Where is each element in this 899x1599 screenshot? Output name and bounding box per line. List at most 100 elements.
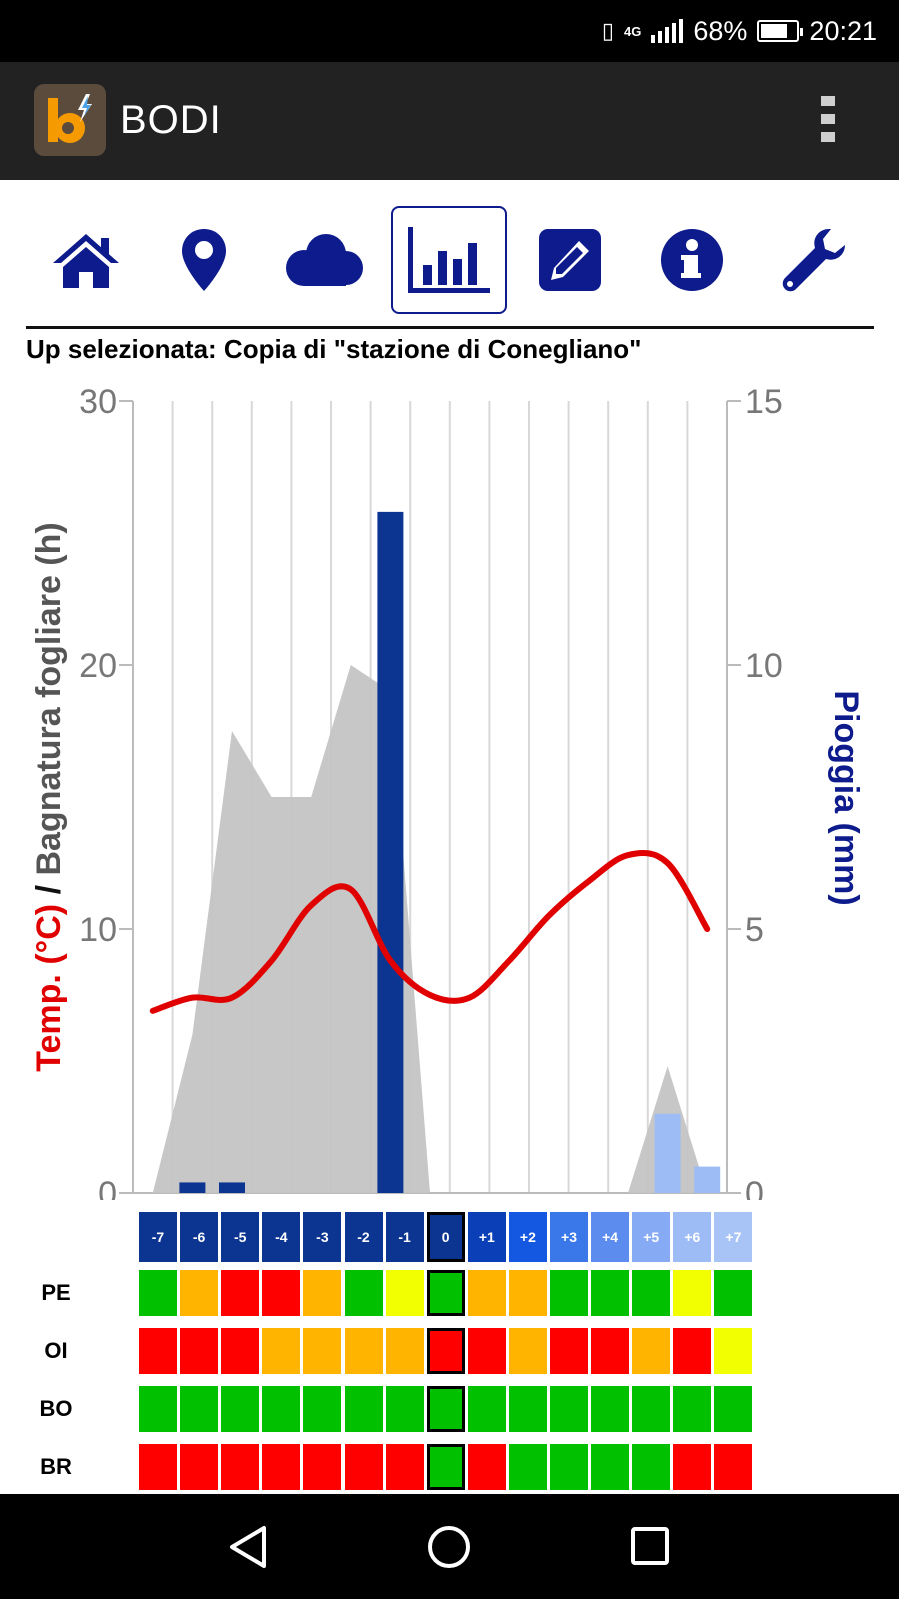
risk-cell[interactable] bbox=[385, 1386, 424, 1432]
risk-cell[interactable] bbox=[550, 1328, 588, 1374]
back-button[interactable] bbox=[226, 1524, 270, 1570]
risk-cell[interactable] bbox=[426, 1386, 465, 1432]
risk-cell[interactable] bbox=[139, 1386, 177, 1432]
home-tab[interactable] bbox=[28, 206, 144, 314]
risk-cell[interactable] bbox=[221, 1270, 260, 1316]
risk-cell[interactable] bbox=[673, 1444, 712, 1490]
risk-cell[interactable] bbox=[591, 1386, 630, 1432]
day-header[interactable]: 0 bbox=[426, 1212, 465, 1262]
risk-cell[interactable] bbox=[426, 1328, 465, 1374]
risk-cell[interactable] bbox=[139, 1270, 177, 1316]
risk-cell[interactable] bbox=[303, 1270, 342, 1316]
risk-cell[interactable] bbox=[303, 1444, 342, 1490]
risk-cell[interactable] bbox=[221, 1386, 260, 1432]
day-header[interactable]: -7 bbox=[139, 1212, 177, 1262]
risk-cell[interactable] bbox=[344, 1386, 383, 1432]
left-tick-label: 10 bbox=[79, 911, 117, 949]
risk-cell[interactable] bbox=[673, 1386, 712, 1432]
location-icon bbox=[182, 229, 226, 291]
risk-cell[interactable] bbox=[262, 1270, 301, 1316]
risk-cell[interactable] bbox=[262, 1444, 301, 1490]
weather-chart: 0 10 20 30 0 5 10 15 Temp. (°C) / Bagnatura fogl… bbox=[30, 383, 865, 1200]
risk-cell[interactable] bbox=[467, 1328, 506, 1374]
risk-cell[interactable] bbox=[591, 1328, 630, 1374]
risk-cell[interactable] bbox=[262, 1386, 301, 1432]
risk-cell[interactable] bbox=[426, 1444, 465, 1490]
risk-cell[interactable] bbox=[673, 1328, 712, 1374]
day-header[interactable]: +3 bbox=[550, 1212, 588, 1262]
day-header[interactable]: +5 bbox=[632, 1212, 671, 1262]
risk-cell[interactable] bbox=[508, 1328, 547, 1374]
risk-cell[interactable] bbox=[303, 1328, 342, 1374]
day-header[interactable]: -1 bbox=[385, 1212, 424, 1262]
overflow-menu-button[interactable] bbox=[821, 96, 837, 148]
risk-cell[interactable] bbox=[139, 1444, 177, 1490]
day-header[interactable]: -5 bbox=[221, 1212, 260, 1262]
risk-cell[interactable] bbox=[632, 1328, 671, 1374]
risk-row-label: BO bbox=[39, 1396, 73, 1421]
risk-cell[interactable] bbox=[591, 1270, 630, 1316]
risk-cell[interactable] bbox=[467, 1386, 506, 1432]
day-header[interactable]: +7 bbox=[714, 1212, 753, 1262]
day-header[interactable]: -6 bbox=[180, 1212, 219, 1262]
risk-cell[interactable] bbox=[673, 1270, 712, 1316]
system-nav-bar bbox=[0, 1494, 899, 1599]
vibrate-icon: ▯ bbox=[601, 18, 615, 43]
risk-cell[interactable] bbox=[591, 1444, 630, 1490]
risk-cell[interactable] bbox=[344, 1270, 383, 1316]
risk-cell[interactable] bbox=[303, 1386, 342, 1432]
risk-cell[interactable] bbox=[632, 1386, 671, 1432]
rain-bar bbox=[654, 1113, 681, 1193]
risk-cell[interactable] bbox=[180, 1444, 219, 1490]
risk-cell[interactable] bbox=[344, 1328, 383, 1374]
risk-cell[interactable] bbox=[467, 1444, 506, 1490]
home-button[interactable] bbox=[426, 1524, 472, 1570]
risk-cell[interactable] bbox=[508, 1444, 547, 1490]
rain-bar bbox=[179, 1182, 206, 1193]
day-header[interactable]: -2 bbox=[344, 1212, 383, 1262]
risk-cell[interactable] bbox=[426, 1270, 465, 1316]
location-tab[interactable] bbox=[146, 206, 262, 314]
left-tick-label: 0 bbox=[98, 1175, 117, 1200]
risk-cell[interactable] bbox=[180, 1270, 219, 1316]
risk-cell[interactable] bbox=[385, 1270, 424, 1316]
risk-cell[interactable] bbox=[550, 1444, 588, 1490]
edit-icon bbox=[539, 229, 601, 291]
risk-cell[interactable] bbox=[221, 1328, 260, 1374]
chart-icon bbox=[408, 227, 490, 293]
risk-cell[interactable] bbox=[467, 1270, 506, 1316]
day-header[interactable]: +1 bbox=[467, 1212, 506, 1262]
risk-cell[interactable] bbox=[139, 1328, 177, 1374]
risk-cell[interactable] bbox=[632, 1444, 671, 1490]
risk-cell[interactable] bbox=[221, 1444, 260, 1490]
day-header[interactable]: +4 bbox=[591, 1212, 630, 1262]
edit-tab[interactable] bbox=[512, 206, 628, 314]
info-tab[interactable] bbox=[634, 206, 750, 314]
chart-tab[interactable] bbox=[391, 206, 507, 314]
weather-tab[interactable] bbox=[264, 206, 380, 314]
risk-cell[interactable] bbox=[550, 1386, 588, 1432]
risk-cell[interactable] bbox=[550, 1270, 588, 1316]
right-tick-label: 5 bbox=[745, 911, 764, 949]
risk-cell[interactable] bbox=[632, 1270, 671, 1316]
risk-cell[interactable] bbox=[180, 1328, 219, 1374]
toolbar-divider bbox=[26, 326, 874, 329]
day-header[interactable]: -3 bbox=[303, 1212, 342, 1262]
risk-cell[interactable] bbox=[714, 1328, 753, 1374]
risk-cell[interactable] bbox=[180, 1386, 219, 1432]
risk-cell[interactable] bbox=[262, 1328, 301, 1374]
risk-cell[interactable] bbox=[714, 1444, 753, 1490]
day-header[interactable]: +6 bbox=[673, 1212, 712, 1262]
day-header[interactable]: +2 bbox=[508, 1212, 547, 1262]
risk-cell[interactable] bbox=[385, 1444, 424, 1490]
risk-cell[interactable] bbox=[508, 1386, 547, 1432]
risk-cell[interactable] bbox=[385, 1328, 424, 1374]
risk-cell[interactable] bbox=[508, 1270, 547, 1316]
risk-row-label: BR bbox=[40, 1454, 72, 1479]
risk-cell[interactable] bbox=[714, 1270, 753, 1316]
recents-button[interactable] bbox=[630, 1526, 670, 1566]
settings-tab[interactable] bbox=[756, 206, 872, 314]
risk-cell[interactable] bbox=[714, 1386, 753, 1432]
risk-cell[interactable] bbox=[344, 1444, 383, 1490]
day-header[interactable]: -4 bbox=[262, 1212, 301, 1262]
